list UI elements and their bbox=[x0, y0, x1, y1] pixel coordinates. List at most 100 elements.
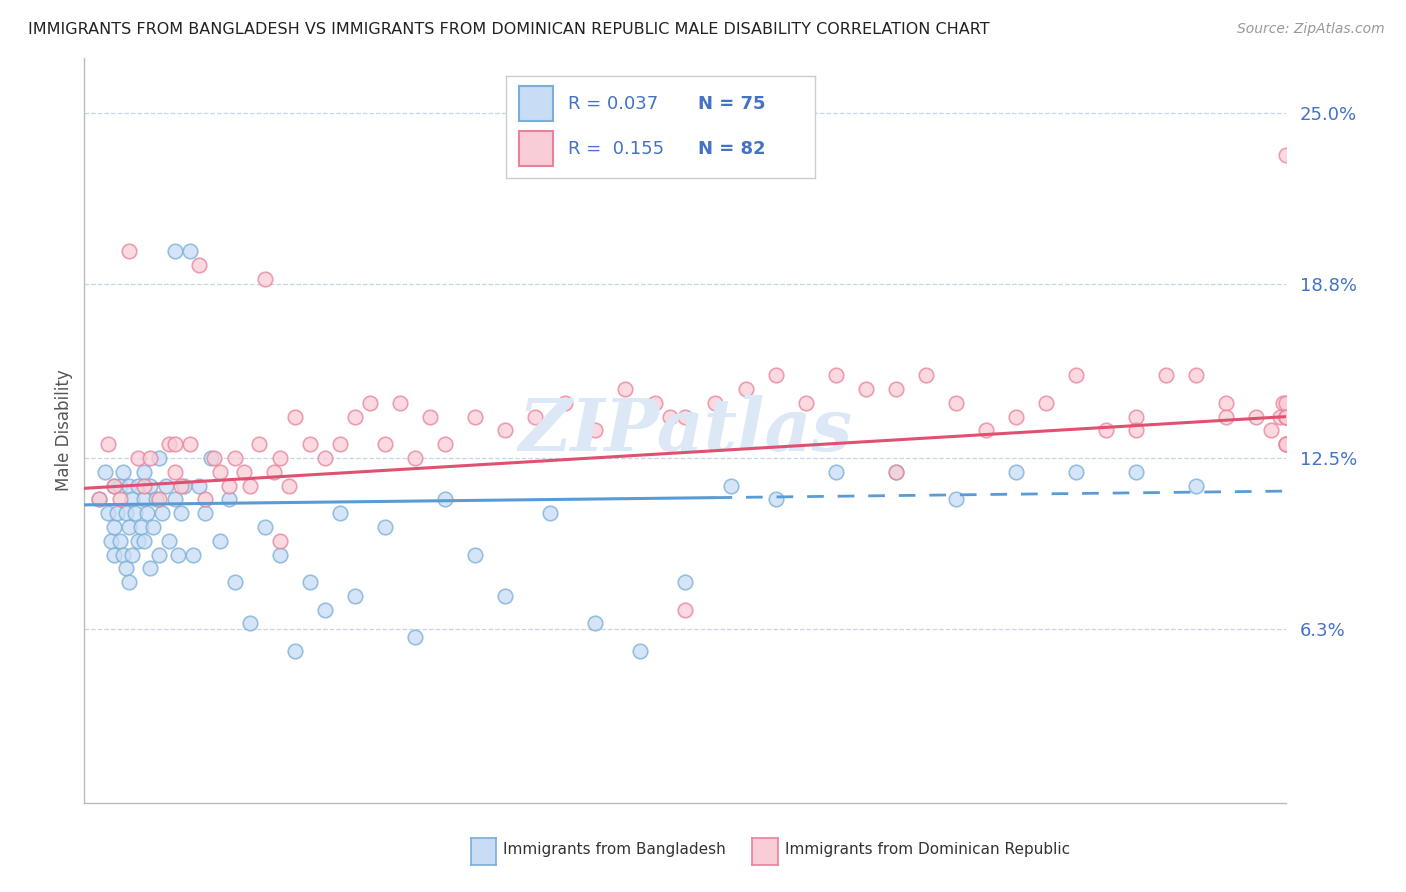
Point bbox=[169, 506, 191, 520]
Point bbox=[1275, 437, 1298, 451]
Text: Immigrants from Dominican Republic: Immigrants from Dominican Republic bbox=[785, 842, 1070, 856]
Point bbox=[628, 644, 651, 658]
Point bbox=[208, 533, 231, 548]
Point bbox=[166, 548, 188, 562]
Point bbox=[614, 382, 637, 396]
Point bbox=[121, 492, 143, 507]
Point bbox=[224, 575, 246, 590]
Point bbox=[127, 450, 149, 465]
Text: N = 82: N = 82 bbox=[697, 140, 765, 158]
Point bbox=[343, 589, 366, 603]
Point bbox=[1125, 465, 1147, 479]
Text: R =  0.155: R = 0.155 bbox=[568, 140, 664, 158]
Point bbox=[127, 478, 149, 492]
Point bbox=[181, 548, 204, 562]
Point bbox=[277, 478, 299, 492]
Point bbox=[145, 492, 167, 507]
Point bbox=[794, 396, 817, 410]
Point bbox=[269, 450, 291, 465]
Point bbox=[118, 478, 141, 492]
Point bbox=[103, 478, 125, 492]
Point bbox=[434, 437, 457, 451]
Point bbox=[855, 382, 877, 396]
Text: Source: ZipAtlas.com: Source: ZipAtlas.com bbox=[1237, 22, 1385, 37]
Point bbox=[107, 506, 129, 520]
Point bbox=[1064, 368, 1087, 383]
Point bbox=[1246, 409, 1268, 424]
Point bbox=[269, 533, 291, 548]
Point bbox=[675, 575, 697, 590]
Point bbox=[1275, 409, 1298, 424]
Point bbox=[110, 478, 132, 492]
Point bbox=[100, 533, 122, 548]
Point bbox=[284, 644, 307, 658]
Y-axis label: Male Disability: Male Disability bbox=[55, 369, 73, 491]
Point bbox=[187, 478, 209, 492]
Point bbox=[97, 506, 120, 520]
Point bbox=[134, 533, 156, 548]
Point bbox=[704, 396, 727, 410]
Point bbox=[583, 423, 606, 437]
Point bbox=[1156, 368, 1178, 383]
Point bbox=[200, 450, 222, 465]
Point bbox=[131, 520, 153, 534]
Point bbox=[194, 492, 217, 507]
Point bbox=[298, 437, 321, 451]
Point bbox=[1275, 396, 1298, 410]
Point bbox=[404, 630, 426, 644]
Point bbox=[139, 450, 162, 465]
Point bbox=[112, 548, 135, 562]
Point bbox=[675, 603, 697, 617]
Point bbox=[1275, 437, 1298, 451]
Point bbox=[1095, 423, 1118, 437]
Point bbox=[179, 244, 201, 258]
Point bbox=[115, 561, 138, 575]
Point bbox=[194, 506, 217, 520]
Point bbox=[583, 616, 606, 631]
Point bbox=[202, 450, 225, 465]
Point bbox=[464, 548, 486, 562]
Point bbox=[218, 478, 240, 492]
Point bbox=[112, 465, 135, 479]
Point bbox=[269, 548, 291, 562]
Bar bbox=[519, 131, 553, 166]
Point bbox=[142, 520, 165, 534]
Point bbox=[232, 465, 254, 479]
Point bbox=[524, 409, 547, 424]
Point bbox=[404, 450, 426, 465]
Point bbox=[734, 382, 756, 396]
Point bbox=[359, 396, 381, 410]
Point bbox=[974, 423, 997, 437]
Point bbox=[1185, 478, 1208, 492]
Point bbox=[1005, 409, 1028, 424]
Text: ZIPatlas: ZIPatlas bbox=[519, 395, 852, 466]
Point bbox=[343, 409, 366, 424]
Point bbox=[163, 437, 186, 451]
Point bbox=[118, 520, 141, 534]
Point bbox=[644, 396, 666, 410]
Point bbox=[103, 548, 125, 562]
Point bbox=[157, 533, 180, 548]
Point bbox=[136, 506, 159, 520]
Point bbox=[152, 506, 174, 520]
Point bbox=[945, 492, 967, 507]
Point bbox=[374, 437, 396, 451]
Point bbox=[1270, 409, 1292, 424]
Point bbox=[155, 478, 177, 492]
Point bbox=[419, 409, 441, 424]
Point bbox=[110, 533, 132, 548]
Point bbox=[1125, 423, 1147, 437]
Point bbox=[103, 478, 125, 492]
Point bbox=[329, 506, 352, 520]
Point bbox=[824, 465, 846, 479]
Point bbox=[538, 506, 561, 520]
Point bbox=[884, 465, 907, 479]
Point bbox=[148, 548, 170, 562]
Point bbox=[765, 368, 787, 383]
Point bbox=[1260, 423, 1282, 437]
Point bbox=[239, 616, 262, 631]
Bar bbox=[519, 87, 553, 121]
Point bbox=[884, 465, 907, 479]
Point bbox=[134, 465, 156, 479]
Point bbox=[218, 492, 240, 507]
